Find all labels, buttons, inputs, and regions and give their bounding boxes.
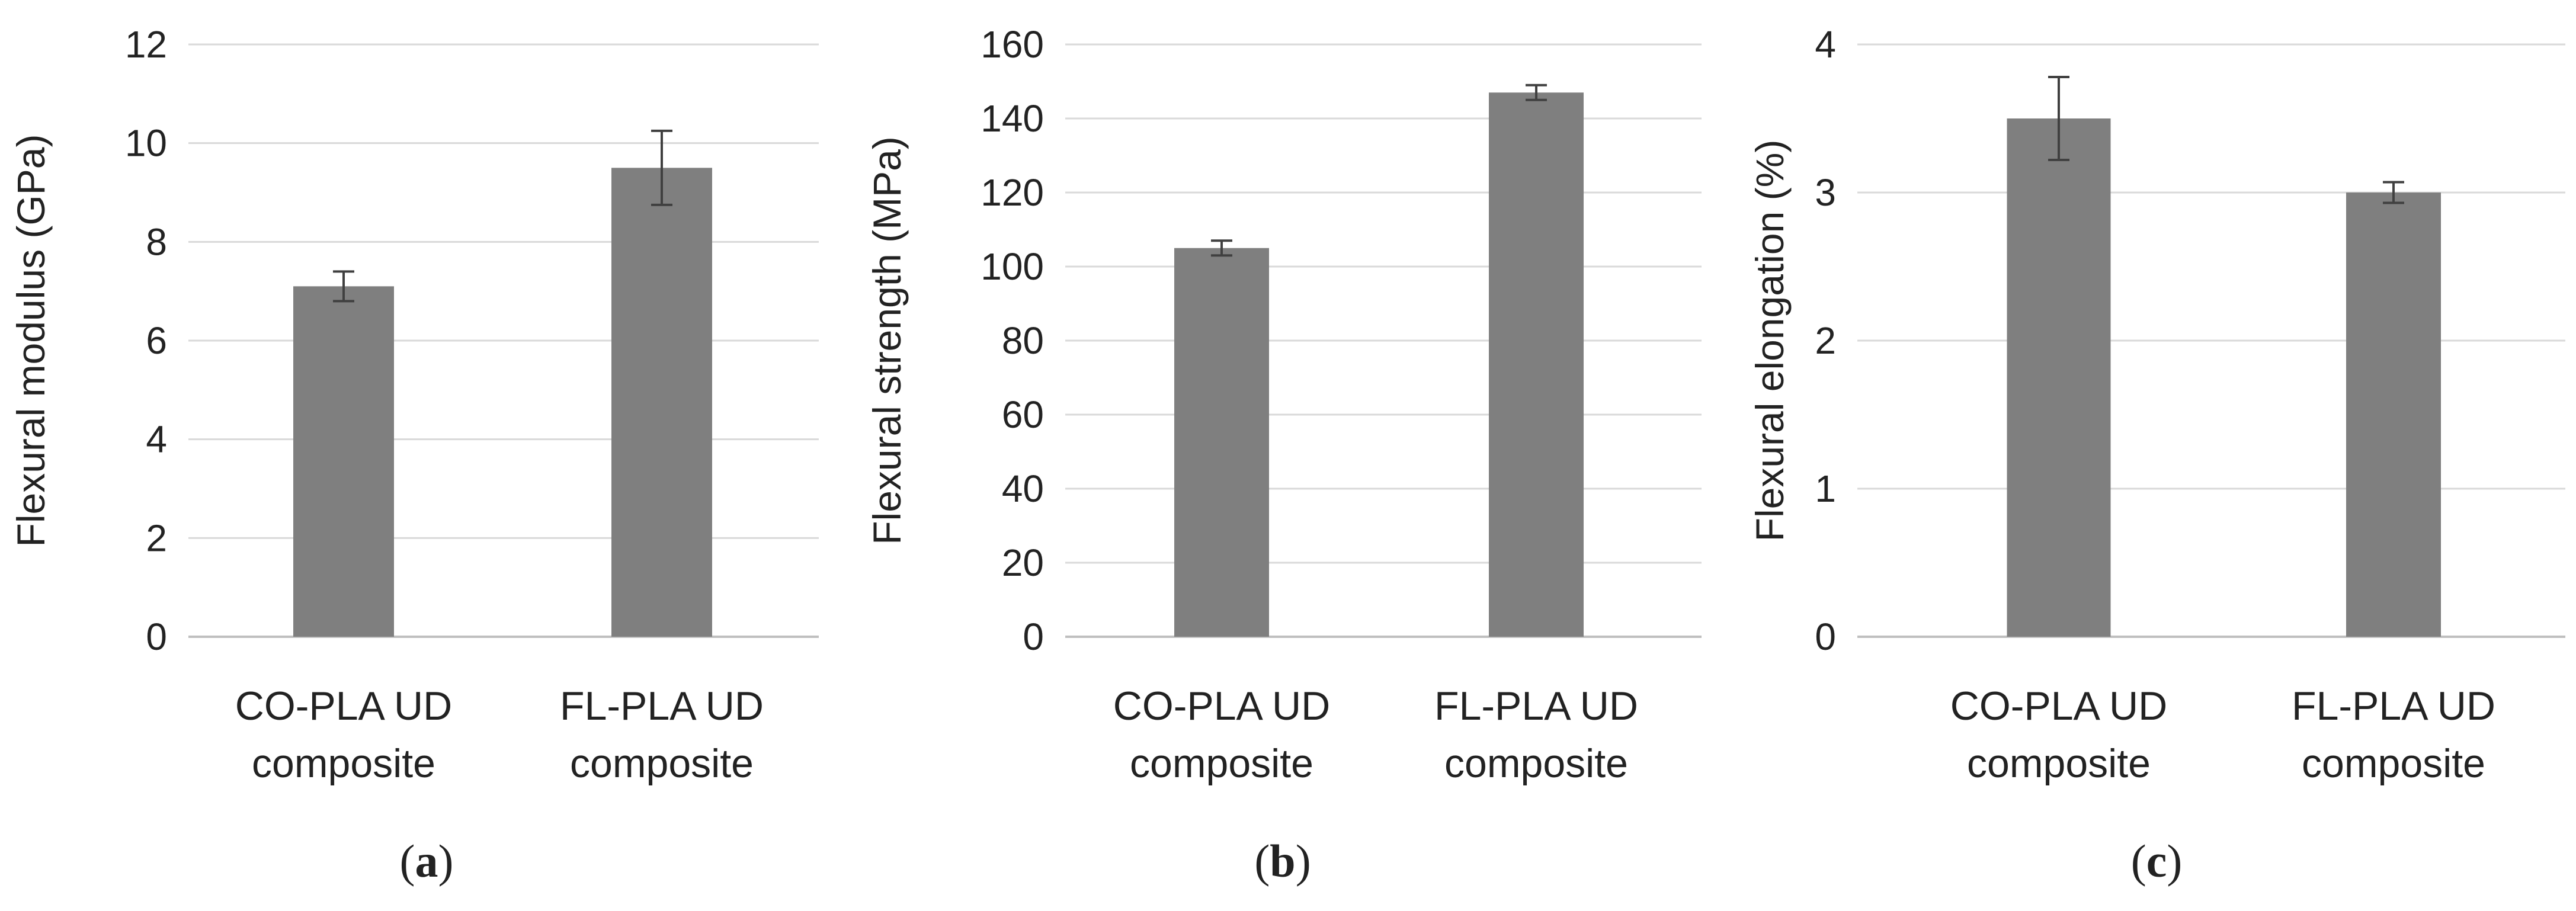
y-tick-label: 20 [1002,541,1044,584]
y-tick-label: 6 [146,319,167,362]
category-label: composite [252,741,435,786]
category-label: CO-PLA UD [1113,684,1331,729]
y-tick-label: 2 [1815,319,1836,362]
chart-panel-b: 0 20 40 60 80 100 120 140 160 CO-PLA UD composite F… [865,23,1702,887]
y-tick-label: 8 [146,220,167,263]
y-tick-label: 4 [1815,23,1836,66]
y-tick-label: 4 [146,418,167,461]
y-axis-label: Flexural elongation (%) [1748,140,1792,542]
y-tick-label: 140 [981,97,1044,140]
bar [1489,92,1584,637]
error-bar [333,270,354,303]
bar [2346,193,2441,637]
error-bar [2048,76,2069,161]
bar [611,168,712,637]
y-tick-label: 1 [1815,467,1836,510]
category-label: composite [2302,741,2485,786]
category-label: FL-PLA UD [560,684,764,729]
panel-label: (a) [400,835,454,887]
y-tick-label: 160 [981,23,1044,66]
y-tick-label: 12 [125,23,167,66]
y-tick-label: 60 [1002,393,1044,436]
chart-panel-a: 0 2 4 6 8 10 12 CO-PLA UD composite FL-PLA UD comp… [9,23,819,887]
category-label: composite [1444,741,1628,786]
y-tick-label: 0 [1023,615,1044,658]
panel-label: (b) [1254,835,1311,887]
category-label: FL-PLA UD [1434,684,1638,729]
category-label: CO-PLA UD [235,684,453,729]
error-bar [651,129,672,206]
category-label: composite [570,741,754,786]
category-label: composite [1130,741,1313,786]
y-tick-label: 0 [146,615,167,658]
bar [293,286,394,637]
y-tick-label: 0 [1815,615,1836,658]
category-label: CO-PLA UD [1950,684,2168,729]
bar [2007,118,2111,637]
y-tick-label: 100 [981,245,1044,288]
y-tick-label: 3 [1815,171,1836,214]
y-tick-label: 2 [146,517,167,559]
panel-label: (c) [2131,835,2183,887]
y-tick-label: 40 [1002,467,1044,510]
category-label: composite [1967,741,2151,786]
error-bar [1526,84,1547,101]
y-tick-label: 80 [1002,319,1044,362]
panel-letter: c [2146,835,2167,887]
error-bar [1211,239,1232,257]
y-axis-label: Flexural modulus (GPa) [9,134,53,547]
y-axis-label: Flexural strength (MPa) [865,136,909,545]
category-label: FL-PLA UD [2292,684,2495,729]
panel-letter: a [415,835,438,887]
y-tick-label: 10 [125,122,167,165]
chart-panel-c: 0 1 2 3 4 CO-PLA UD composite FL-PLA UD composit… [1748,23,2565,887]
panel-letter: b [1270,835,1295,887]
y-tick-label: 120 [981,171,1044,214]
error-bar [2383,181,2404,204]
bar [1174,248,1269,637]
